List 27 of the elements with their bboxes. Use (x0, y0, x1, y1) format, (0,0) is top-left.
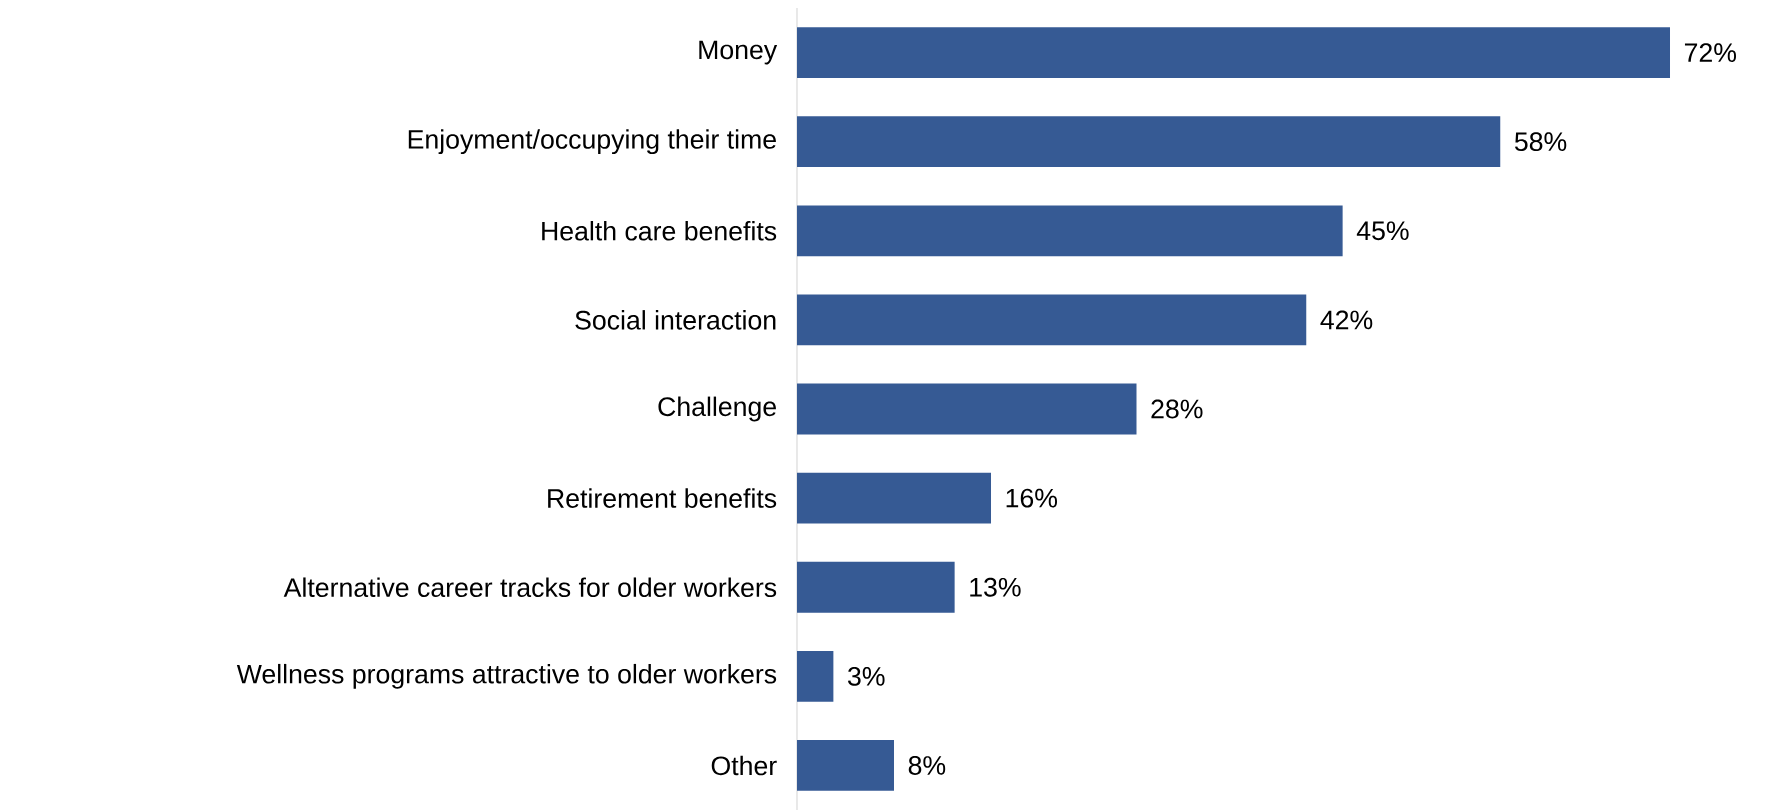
y-tick-label: Enjoyment/occupying their time (408, 129, 776, 155)
data-label: 45% (1356, 221, 1409, 241)
data-label: 16% (1006, 488, 1058, 508)
data-label: 13% (970, 577, 1021, 597)
y-tick-label: Health care benefits (542, 221, 777, 241)
data-label: 42% (1320, 310, 1373, 330)
bar (797, 116, 1501, 168)
data-label: 58% (1514, 132, 1567, 152)
y-tick-label: Alternative career tracks for older workers (283, 577, 777, 598)
bar (797, 27, 1671, 78)
bar (797, 650, 834, 702)
bar (797, 740, 894, 791)
y-tick-label: Money (699, 40, 778, 65)
y-tick-label: Other (711, 755, 777, 776)
data-label: 8% (908, 756, 946, 775)
bar (797, 472, 992, 524)
data-label: 72% (1684, 43, 1737, 62)
bar (797, 205, 1343, 257)
bar (797, 383, 1137, 435)
bar (797, 561, 955, 613)
data-label: 3% (848, 666, 885, 686)
bar (797, 294, 1307, 346)
y-tick-label: Wellness programs attractive to older workers (236, 663, 777, 689)
y-tick-label: Retirement benefits (548, 488, 777, 508)
y-tick-label: Challenge (658, 396, 776, 422)
y-tick-label: Social interaction (575, 310, 776, 330)
data-label: 28% (1151, 399, 1203, 419)
